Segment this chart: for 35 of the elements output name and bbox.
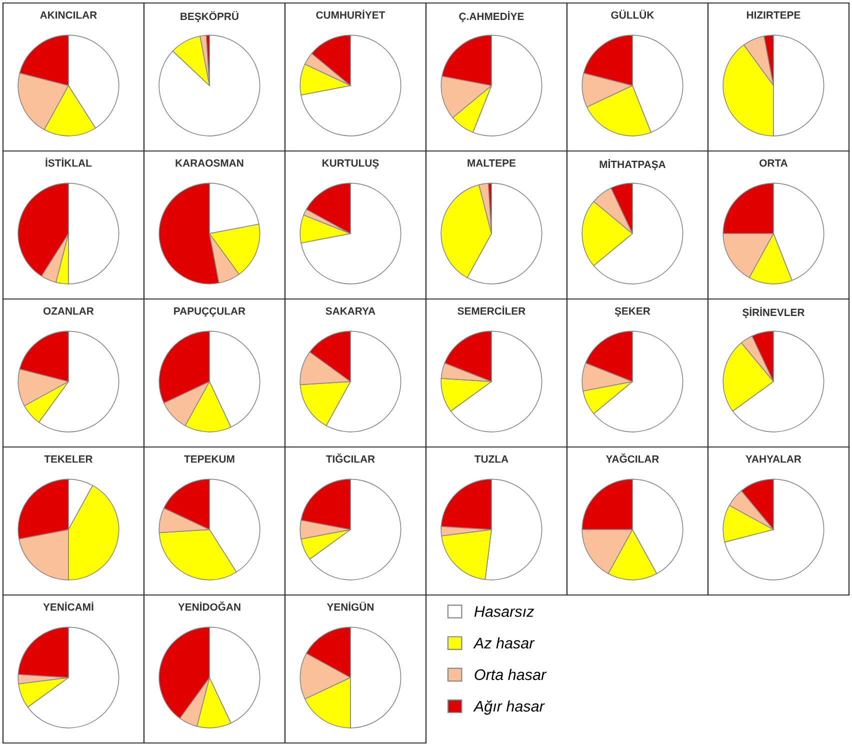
pie-slice	[724, 478, 824, 580]
chart-title: YAHYALAR	[746, 455, 802, 463]
chart-title: HIZIRTEPE	[746, 11, 800, 19]
chart-title: ŞİRİNEVLER	[742, 307, 805, 318]
chart-title: MİTHATPAŞA	[600, 159, 666, 170]
chart-title: YENİCAMİ	[43, 602, 94, 611]
chart-title: SEMERCİLER	[458, 306, 526, 315]
chart-title: İSTİKLAL	[46, 158, 92, 167]
chart-title: CUMHURİYET	[316, 10, 386, 19]
pie-slice	[158, 34, 260, 136]
pie-slice	[300, 34, 402, 136]
chart-title: ORTA	[760, 159, 788, 167]
legend-label: Ağır hasar	[473, 700, 545, 715]
chart-title: KURTULUŞ	[322, 159, 379, 169]
chart-title: GÜLLÜK	[611, 10, 654, 19]
chart-title: Ç.AHMEDİYE	[459, 11, 524, 22]
chart-title: YAĞCILAR	[606, 453, 659, 463]
chart-title: TUZLA	[474, 455, 508, 463]
chart-title: TEKELER	[44, 455, 93, 463]
legend-label: Orta hasar	[474, 668, 547, 680]
legend-label: Hasarsız	[474, 606, 534, 617]
chart-title: PAPUÇÇULAR	[174, 307, 246, 317]
chart-title: MALTEPE	[468, 159, 516, 167]
chart-title: SAKARYA	[326, 307, 376, 315]
chart-title: KARAOSMAN	[176, 159, 244, 167]
pie-slice	[300, 182, 402, 284]
chart-title: AKINCILAR	[40, 11, 97, 19]
chart-title: ŞEKER	[614, 307, 650, 317]
chart-title: YENİDOĞAN	[178, 601, 240, 611]
chart-title: TIĞCILAR	[326, 453, 375, 463]
chart-title: YENİGÜN	[326, 602, 374, 611]
legend-label: Az hasar	[473, 637, 535, 649]
chart-title: OZANLAR	[43, 307, 94, 315]
chart-title: BEŞKÖPRÜ	[180, 11, 238, 22]
chart-title: TEPEKUM	[184, 455, 234, 463]
